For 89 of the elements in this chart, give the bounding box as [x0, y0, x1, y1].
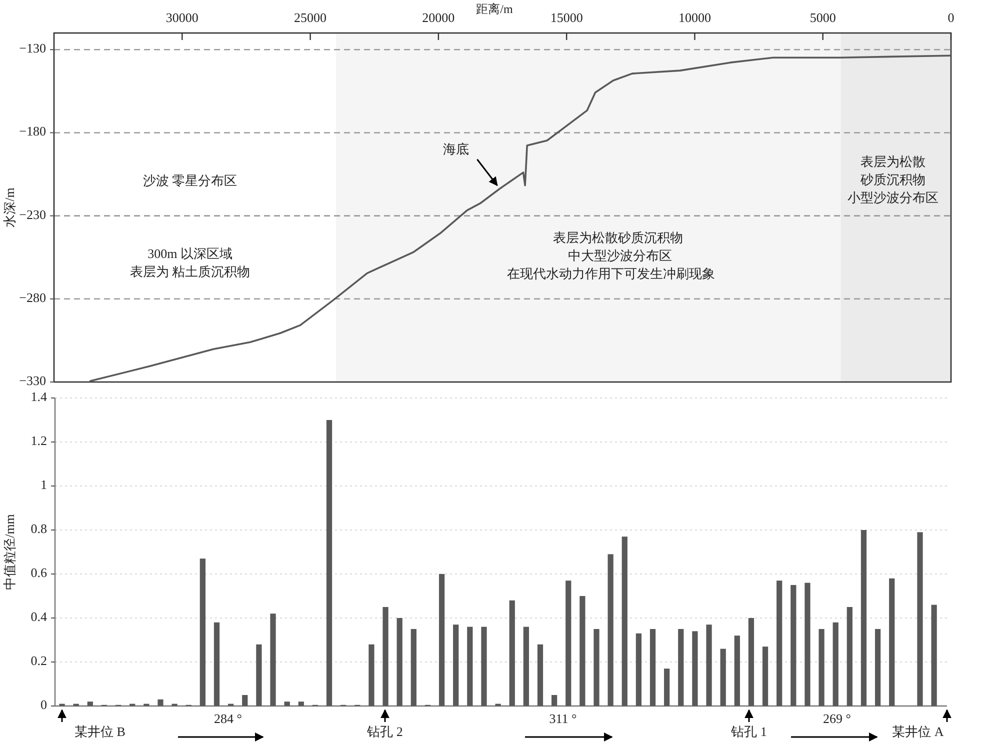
bar: [566, 580, 572, 706]
y-tick-label: 0.2: [30, 652, 47, 668]
bar: [523, 626, 529, 706]
bar: [453, 624, 459, 706]
bar: [270, 614, 276, 706]
bar: [608, 554, 614, 706]
bar: [664, 668, 670, 706]
annotation: 表层为松散: [860, 154, 926, 169]
y-tick-label: −280: [19, 290, 46, 305]
y-tick-label: 0: [40, 696, 47, 712]
text: 某井位 A: [892, 724, 944, 739]
bar: [748, 618, 754, 706]
bar: [410, 629, 416, 706]
y-tick-label: 0.6: [30, 564, 48, 580]
y-tick-label: 1: [40, 476, 47, 492]
bar: [284, 702, 290, 706]
bar: [158, 699, 164, 706]
line-series: [89, 54, 951, 382]
bar: [692, 631, 698, 706]
bar: [551, 695, 558, 706]
x-tick-label: 25000: [294, 10, 327, 25]
bar: [396, 618, 402, 706]
annotation: 中大型沙波分布区: [568, 248, 672, 263]
bar: [481, 626, 487, 706]
bar: [636, 633, 642, 706]
bar: [594, 629, 600, 706]
bar: [706, 624, 712, 706]
bar: [214, 622, 220, 706]
bar: [298, 702, 304, 706]
annotation: 表层为松散砂质沉积物: [553, 230, 683, 245]
annotation: 小型沙波分布区: [848, 190, 938, 205]
x-tick-label: 5000: [810, 10, 836, 25]
x-axis-title: 距离/m: [476, 2, 514, 16]
y-axis-title: 水深/m: [2, 188, 17, 228]
x-tick-label: 20000: [422, 10, 455, 25]
bar: [832, 622, 838, 706]
bar: [720, 648, 726, 706]
bar: [242, 695, 248, 706]
x-tick-label: 0: [948, 10, 954, 25]
bar: [917, 532, 923, 706]
text: 某井位 B: [74, 724, 126, 739]
bar: [678, 629, 684, 706]
bar: [467, 626, 473, 706]
bar: [790, 585, 796, 706]
annotation: 砂质沉积物: [860, 172, 926, 187]
bar: [382, 607, 388, 706]
bar: [368, 644, 374, 706]
bar: [931, 604, 937, 706]
text: 311 °: [549, 710, 577, 726]
x-tick-label: 30000: [166, 10, 198, 25]
annotation: 表层为 粘土质沉积物: [130, 264, 250, 279]
bar: [889, 578, 895, 706]
bar: [509, 600, 515, 706]
y-tick-label: 1.4: [30, 388, 48, 404]
bar: [200, 558, 206, 706]
y-tick-label: −130: [19, 40, 46, 56]
text: 269 °: [823, 710, 851, 726]
annotation: 300m 以深区域: [148, 246, 232, 261]
x-tick-label: 15000: [550, 10, 583, 25]
bar: [537, 644, 544, 706]
bar: [622, 536, 628, 706]
bar: [762, 646, 768, 706]
x-tick-label: 10000: [678, 10, 711, 25]
y-tick-label: −180: [19, 124, 46, 139]
bar: [846, 607, 852, 706]
bar: [580, 596, 586, 706]
bar: [734, 636, 740, 706]
text: 284 °: [214, 710, 242, 726]
y-tick-label: −330: [19, 372, 46, 388]
y-tick-label: −230: [19, 206, 46, 222]
annotation: 海底: [443, 141, 470, 156]
y-tick-label: 0.4: [30, 608, 48, 624]
bar: [87, 702, 93, 706]
bar: [860, 530, 867, 706]
bar: [256, 644, 262, 706]
text: 钻孔 1: [730, 724, 767, 739]
annotation: 在现代水动力作用下可发生冲刷现象: [507, 266, 715, 281]
y-tick-label: 1.2: [30, 432, 47, 448]
bar: [874, 629, 881, 706]
annotation: 沙波 零星分布区: [142, 172, 238, 188]
bar: [438, 574, 445, 706]
bar: [818, 629, 824, 706]
bar: [326, 420, 332, 706]
y-tick-label: 0.8: [30, 520, 47, 536]
bar: [804, 582, 810, 706]
text: 钻孔 2: [366, 724, 403, 739]
bar: [650, 629, 656, 706]
y-axis-title: 中值粒径/mm: [2, 514, 17, 590]
bar: [776, 580, 782, 706]
